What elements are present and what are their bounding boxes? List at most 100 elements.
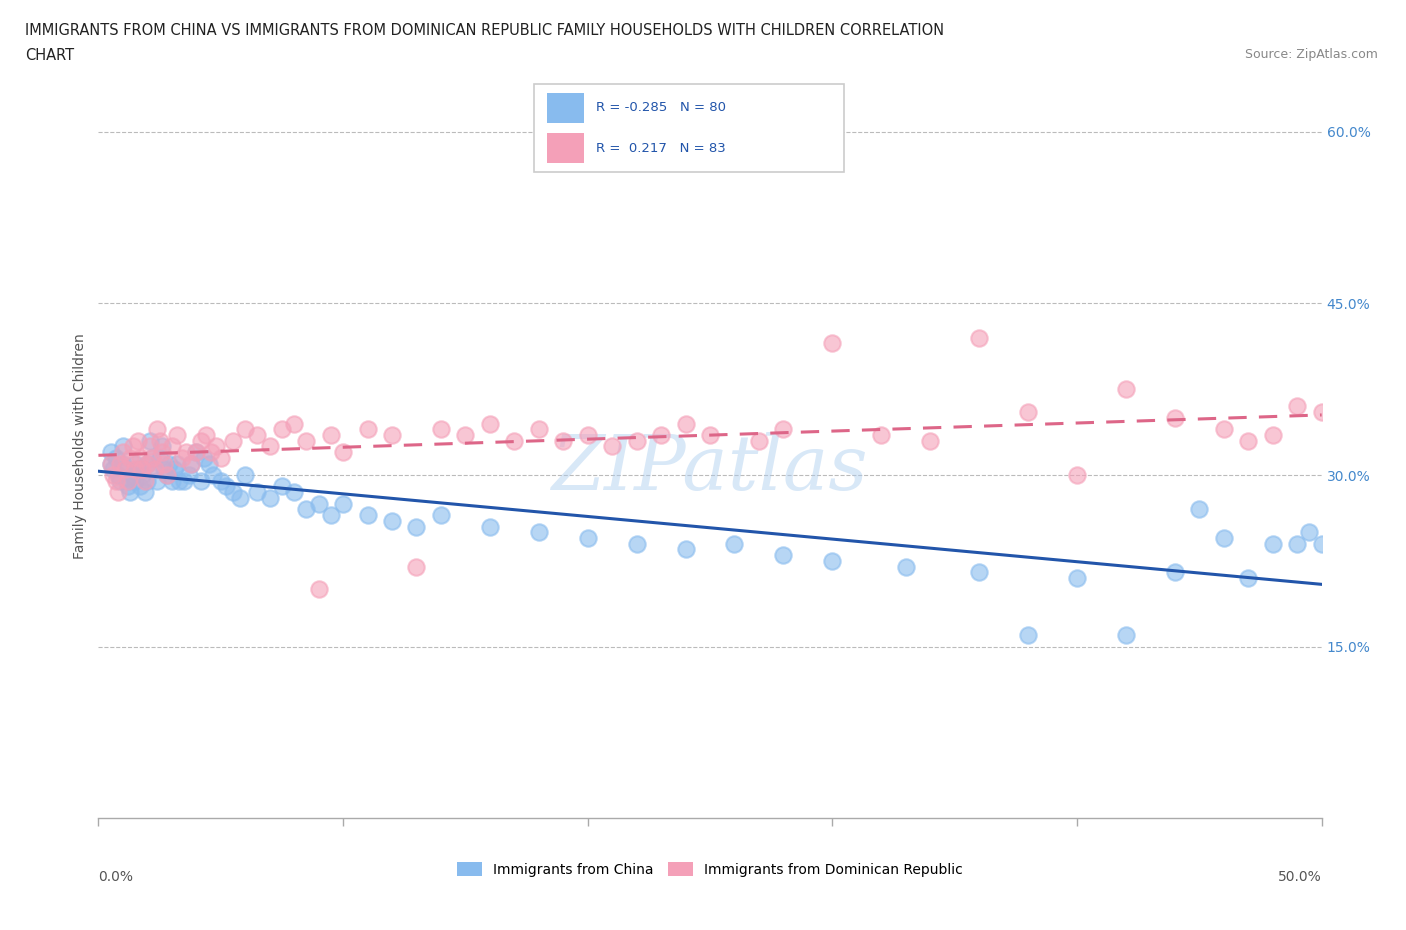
Point (1164, 565, 1187, 579)
Point (1286, 537, 1309, 551)
Point (1384, 433, 1406, 448)
Point (136, 456, 159, 471)
Point (553, 433, 575, 448)
Point (141, 450, 163, 465)
Point (233, 422, 256, 437)
Point (202, 468, 225, 483)
Text: 0.0%: 0.0% (98, 870, 134, 884)
Point (675, 416, 697, 431)
Point (332, 497, 354, 512)
Point (136, 473, 159, 488)
Point (259, 490, 281, 505)
Point (1212, 422, 1234, 437)
Text: 50.0%: 50.0% (1278, 870, 1322, 884)
Point (772, 548, 794, 563)
Point (104, 473, 127, 488)
Point (186, 445, 208, 459)
Point (308, 582, 330, 597)
Point (180, 456, 202, 471)
Point (127, 462, 149, 477)
Point (1066, 468, 1088, 483)
Point (177, 468, 200, 483)
Point (675, 542, 697, 557)
Point (156, 468, 179, 483)
Point (308, 497, 330, 512)
Point (156, 468, 179, 483)
Point (129, 479, 152, 494)
Point (107, 468, 129, 483)
Point (1164, 410, 1187, 425)
Point (967, 565, 990, 579)
Point (205, 439, 228, 454)
Point (104, 450, 127, 465)
Point (121, 439, 143, 454)
Point (134, 473, 156, 488)
Point (576, 428, 599, 443)
Point (193, 450, 215, 465)
Point (478, 519, 501, 534)
Point (1360, 416, 1382, 431)
Bar (547, 133, 583, 164)
Point (430, 422, 453, 437)
Point (160, 439, 183, 454)
Point (100, 456, 122, 471)
Point (180, 456, 202, 471)
Point (111, 456, 134, 471)
Point (723, 113, 745, 127)
Point (134, 485, 156, 499)
Point (967, 330, 990, 345)
Point (748, 433, 770, 448)
Point (131, 468, 153, 483)
Point (1237, 433, 1260, 448)
Point (167, 473, 190, 488)
Point (141, 450, 163, 465)
Point (1286, 399, 1309, 414)
Point (1115, 381, 1137, 396)
Point (101, 462, 124, 477)
Point (283, 416, 305, 431)
Point (295, 433, 318, 448)
Point (626, 537, 648, 551)
Text: IMMIGRANTS FROM CHINA VS IMMIGRANTS FROM DOMINICAN REPUBLIC FAMILY HOUSEHOLDS WI: IMMIGRANTS FROM CHINA VS IMMIGRANTS FROM… (25, 23, 945, 38)
Legend: Immigrants from China, Immigrants from Dominican Republic: Immigrants from China, Immigrants from D… (451, 857, 969, 883)
Point (146, 473, 169, 488)
Point (626, 433, 648, 448)
Point (209, 450, 232, 465)
Point (405, 559, 427, 574)
Point (1237, 571, 1260, 586)
Point (139, 439, 162, 454)
Point (870, 428, 893, 443)
Point (478, 416, 501, 431)
Point (197, 456, 219, 471)
Point (1017, 628, 1039, 643)
Point (356, 508, 378, 523)
Point (143, 462, 166, 477)
Point (153, 462, 176, 477)
Point (136, 456, 159, 471)
Point (143, 462, 166, 477)
Point (100, 445, 122, 459)
Point (209, 473, 232, 488)
Point (163, 462, 186, 477)
Point (295, 502, 318, 517)
Point (381, 513, 404, 528)
Point (920, 433, 942, 448)
Point (723, 537, 745, 551)
Point (1261, 428, 1284, 443)
Point (821, 336, 844, 351)
Point (111, 439, 134, 454)
Point (233, 468, 256, 483)
Point (117, 479, 139, 494)
Point (1188, 502, 1211, 517)
Point (894, 559, 917, 574)
Point (117, 473, 139, 488)
Point (131, 462, 153, 477)
Point (127, 433, 149, 448)
Point (259, 439, 281, 454)
Point (229, 490, 252, 505)
Point (170, 450, 193, 465)
Text: R = -0.285   N = 80: R = -0.285 N = 80 (596, 101, 725, 114)
Point (166, 456, 188, 471)
Point (430, 508, 453, 523)
Point (190, 473, 212, 488)
